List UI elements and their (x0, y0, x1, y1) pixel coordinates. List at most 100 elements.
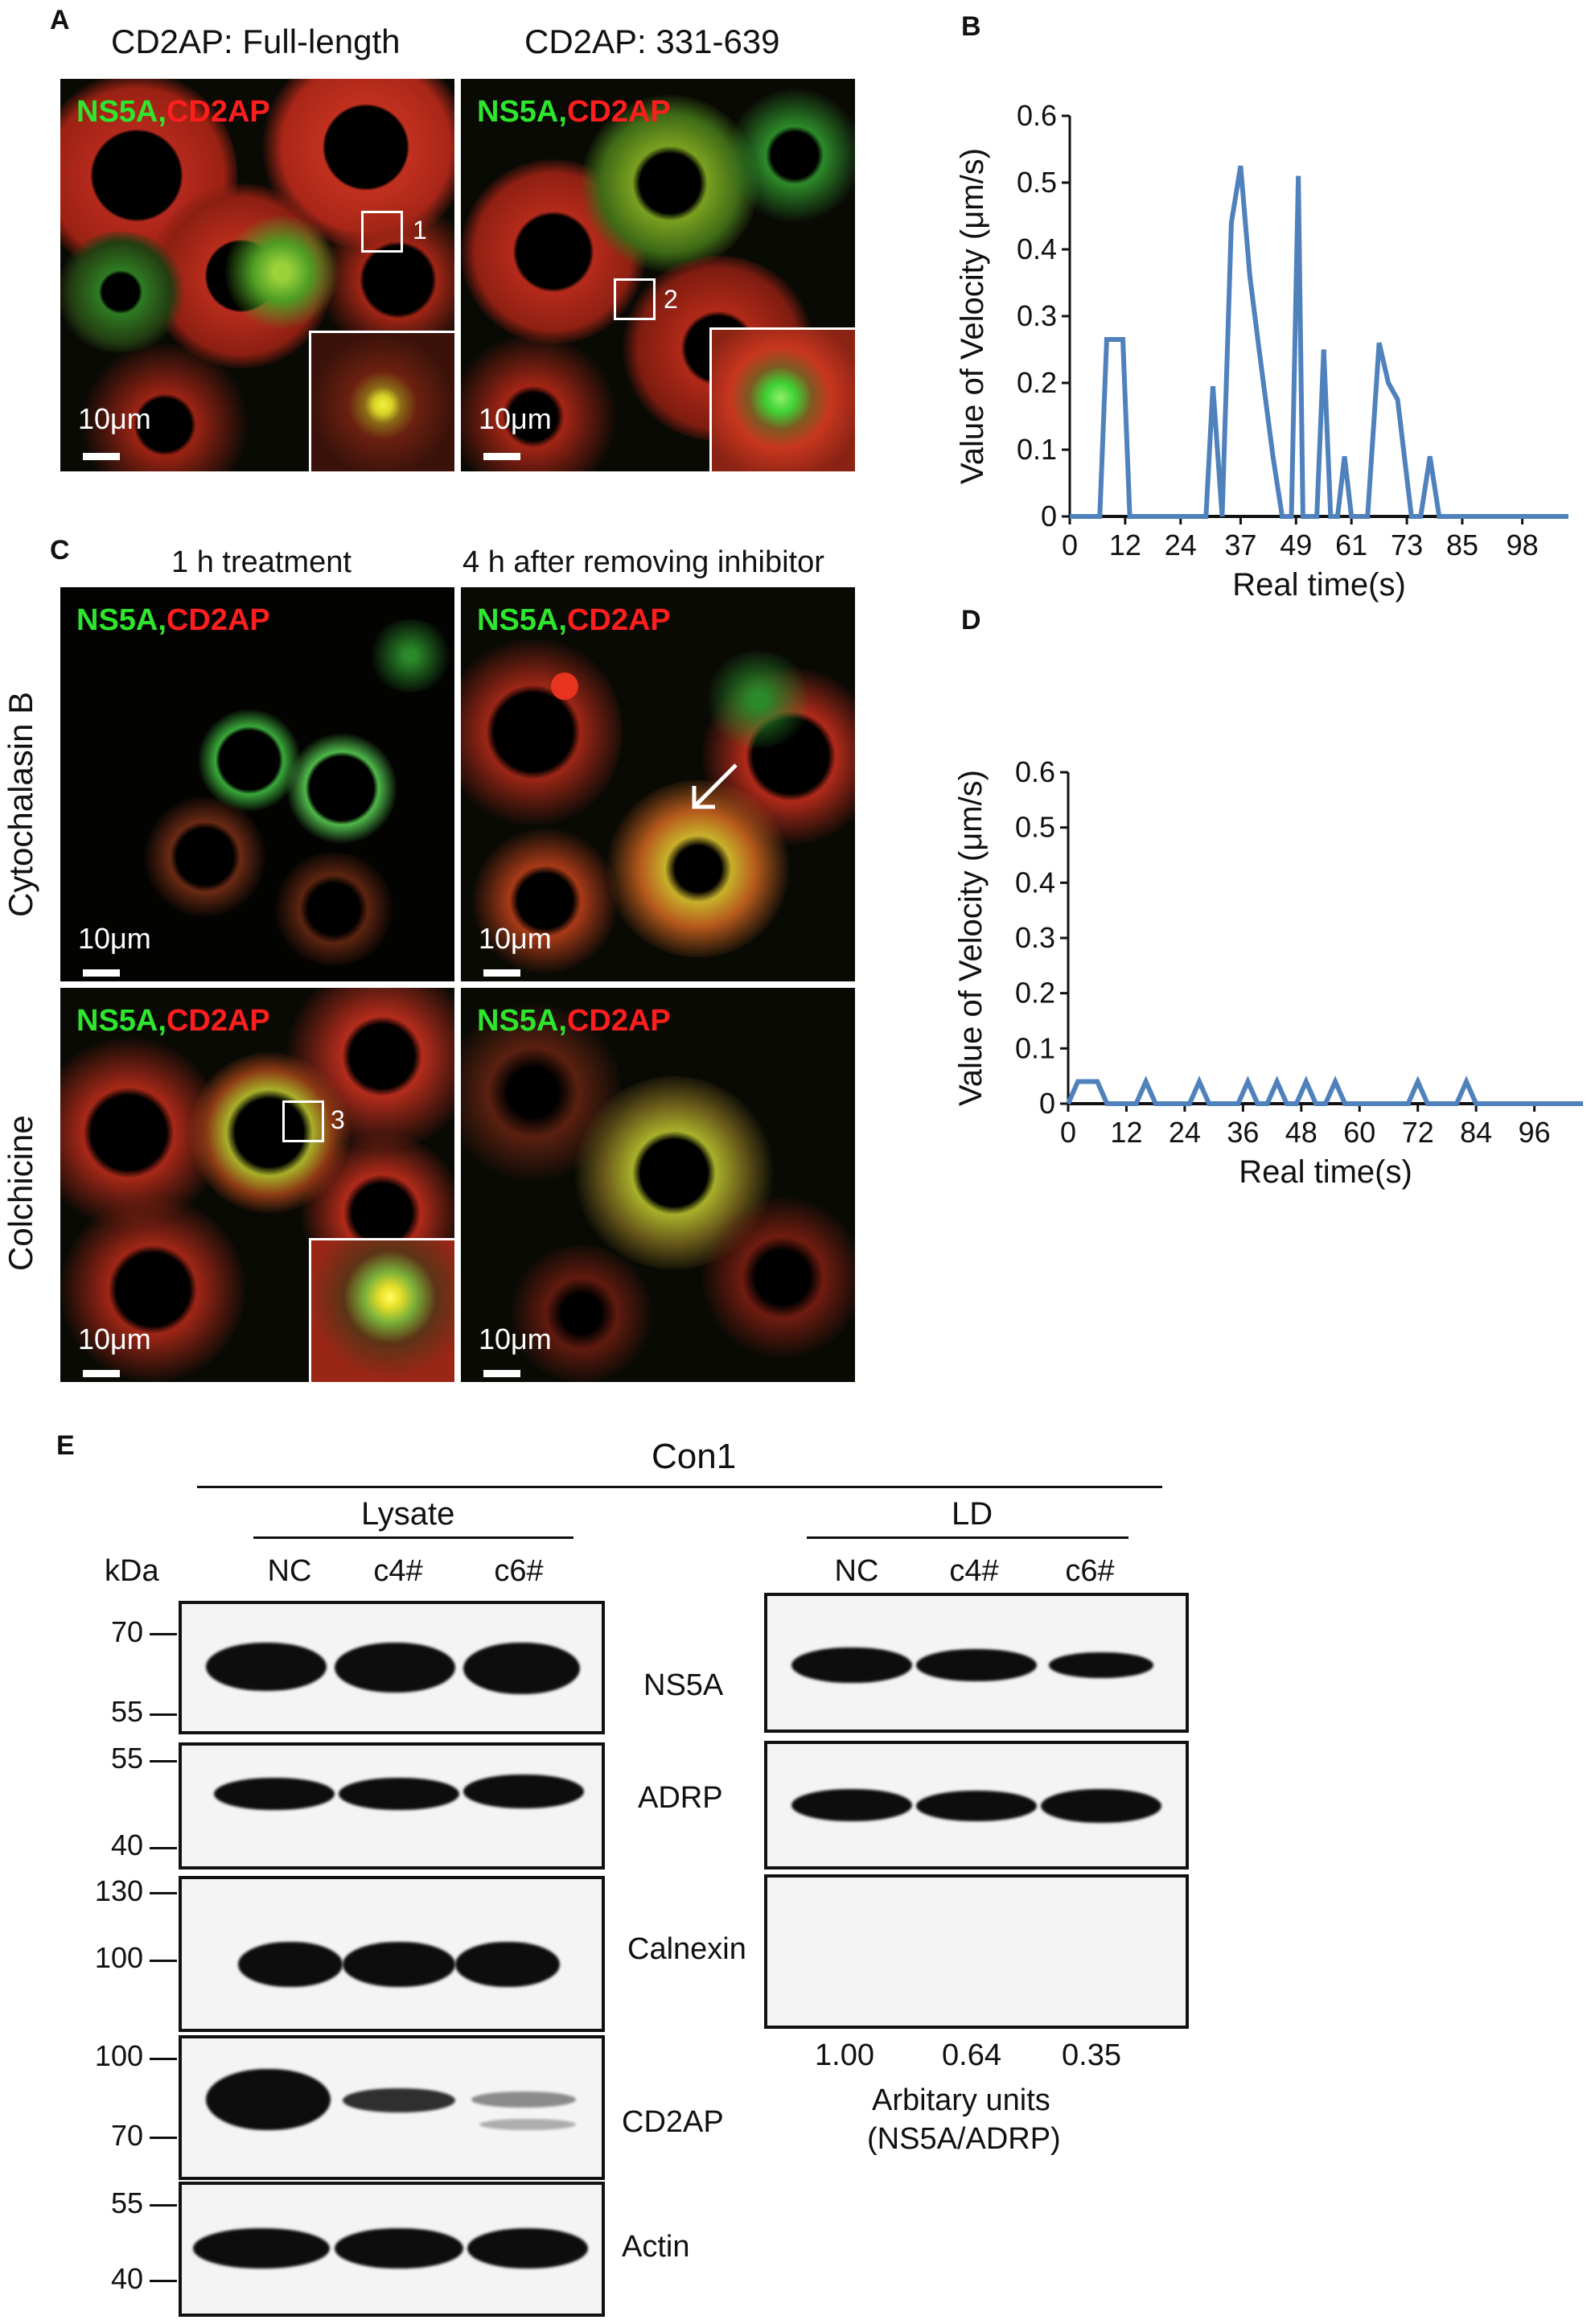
lane-label-c4-lysate: c4# (373, 1554, 423, 1588)
x-tick-label: 96 (1519, 1116, 1551, 1149)
scale-bar-label: 10μm (78, 402, 151, 435)
mw-marker: 130 (94, 1874, 143, 1907)
x-tick-label: 60 (1343, 1116, 1375, 1149)
mw-marker: 40 (110, 1828, 143, 1861)
lane-label-c6-ld: c6# (1065, 1554, 1115, 1588)
cell-line-underline (197, 1486, 1162, 1488)
band (339, 1778, 459, 1810)
inset-zoom-1 (309, 331, 454, 471)
x-tick-label: 98 (1507, 529, 1539, 561)
blot-lysate-adrp (179, 1742, 605, 1869)
y-tick-label: 0.5 (1017, 166, 1057, 199)
band (455, 1942, 560, 1987)
y-tick-label: 0.2 (1017, 366, 1057, 399)
band (463, 1643, 580, 1694)
cell-red (269, 853, 398, 965)
micrograph-c-colchicine-1h: 3 NS5A,CD2AP 10μm (60, 988, 454, 1382)
protein-label-adrp: ADRP (638, 1781, 723, 1815)
roi-number-2: 2 (664, 285, 678, 314)
arrow-icon (692, 763, 738, 809)
blot-lysate-ns5a (179, 1601, 605, 1734)
velocity-series-line (1066, 1076, 1583, 1106)
group-title-lysate: Lysate (361, 1496, 455, 1532)
x-tick-label: 24 (1169, 1116, 1201, 1149)
micrograph-c-colchicine-4h: NS5A,CD2AP 10μm (461, 988, 855, 1382)
roi-box-3 (282, 1100, 324, 1142)
y-tick-label: 0.6 (1017, 99, 1057, 132)
y-tick-label: 0.2 (1015, 977, 1055, 1010)
y-tick-label: 0.5 (1015, 811, 1055, 844)
panel-label-a: A (50, 5, 70, 35)
x-tick-label: 49 (1280, 529, 1312, 561)
y-axis-label: Value of Velocity (μm/s) (953, 770, 989, 1106)
band (206, 2069, 331, 2130)
y-tick-label: 0.6 (1015, 755, 1055, 788)
mw-marker: 55 (110, 2186, 143, 2219)
band (1041, 1789, 1161, 1823)
velocity-chart-d: 0 0.1 0.2 0.3 0.4 0.5 0.6 0 12 24 36 48 60 72 84 96 Real… (953, 755, 1583, 1190)
micrograph-a-truncated: 2 NS5A,CD2AP 10μm (461, 79, 855, 471)
ratio-axis-label-1: Arbitary units (872, 2083, 1050, 2117)
blot-lysate-calnexin (179, 1876, 605, 2032)
blot-ld-adrp (764, 1741, 1189, 1869)
x-tick-label: 72 (1402, 1116, 1434, 1149)
kda-label: kDa (105, 1554, 159, 1588)
protein-label-cd2ap: CD2AP (622, 2105, 724, 2139)
x-tick-label: 73 (1391, 529, 1423, 561)
y-tick-label: 0.4 (1017, 232, 1057, 265)
ratio-value-nc: 1.00 (815, 2038, 874, 2072)
band (335, 1643, 455, 1693)
mw-tick (150, 2058, 177, 2060)
channel-legend: NS5A,CD2AP (76, 603, 270, 637)
inset-zoom-3 (309, 1238, 454, 1382)
cell-yellow (606, 780, 791, 957)
y-tick-label: 0.3 (1017, 299, 1057, 332)
band (238, 1942, 343, 1987)
lane-label-c6-lysate: c6# (494, 1554, 544, 1588)
scale-bar-label: 10μm (479, 1322, 552, 1355)
panel-c-column-2-title: 4 h after removing inhibitor (462, 545, 824, 579)
mw-tick (150, 1713, 177, 1716)
blot-lysate-actin (179, 2182, 605, 2317)
cell-green (582, 95, 758, 272)
band (916, 1649, 1037, 1681)
lane-label-nc-ld: NC (834, 1554, 879, 1588)
x-tick-label: 0 (1062, 529, 1078, 561)
band (335, 2228, 463, 2268)
cell-red (461, 336, 622, 471)
band (214, 1778, 335, 1810)
x-tick-label: 0 (1060, 1116, 1076, 1149)
mw-marker: 55 (110, 1695, 143, 1728)
band (1049, 1652, 1153, 1678)
channel-legend: NS5A,CD2AP (76, 95, 270, 129)
inset-zoom-2 (709, 327, 855, 471)
blot-ld-ns5a (764, 1593, 1189, 1733)
panel-label-e: E (56, 1430, 75, 1461)
x-tick-label: 37 (1224, 529, 1256, 561)
micrograph-c-cytochalasin-4h: NS5A,CD2AP 10μm (461, 587, 855, 981)
ratio-axis-label-2: (NS5A/ADRP) (867, 2122, 1061, 2156)
x-tick-label: 84 (1460, 1116, 1492, 1149)
band (206, 1643, 327, 1691)
y-tick-label: 0.1 (1017, 433, 1057, 466)
x-tick-label: 61 (1335, 529, 1367, 561)
micrograph-c-cytochalasin-1h: NS5A,CD2AP 10μm (60, 587, 454, 981)
channel-legend: NS5A,CD2AP (477, 95, 671, 129)
mw-marker: 40 (110, 2262, 143, 2295)
scale-bar (483, 1370, 520, 1377)
blot-lysate-cd2ap (179, 2035, 605, 2180)
ratio-value-c6: 0.35 (1062, 2038, 1121, 2072)
protein-label-calnexin: Calnexin (627, 1932, 746, 1966)
group-title-ld: LD (952, 1496, 993, 1532)
band (343, 1942, 455, 1987)
scale-bar (83, 453, 120, 460)
roi-box-2 (614, 278, 656, 320)
red-blob (551, 673, 578, 700)
x-axis-label: Real time(s) (1239, 1154, 1412, 1190)
channel-legend: NS5A,CD2AP (477, 1004, 671, 1038)
x-tick-label: 85 (1446, 529, 1478, 561)
x-tick-label: 48 (1285, 1116, 1318, 1149)
scale-bar (483, 969, 520, 977)
y-tick-label: 0.1 (1015, 1031, 1055, 1064)
band (791, 1789, 912, 1821)
